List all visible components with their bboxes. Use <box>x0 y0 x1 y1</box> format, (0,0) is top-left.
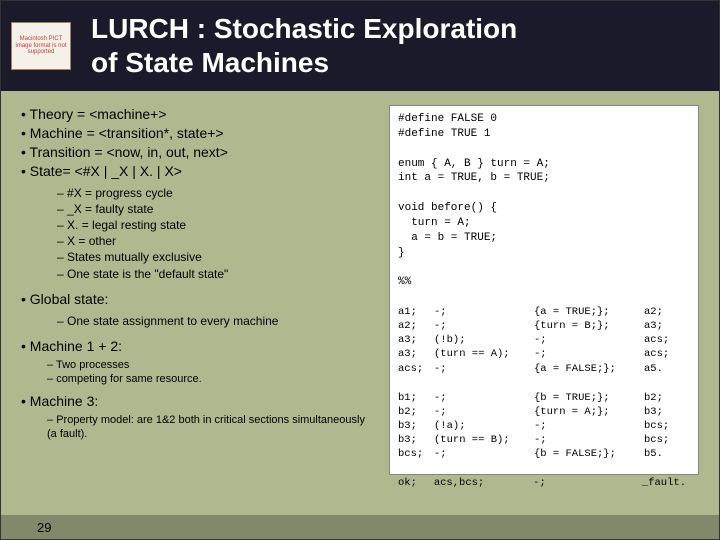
code-row: a3;(turn == A);-;acs; <box>398 347 690 361</box>
theory-item: State= <#X | _X | X. | X> <box>17 162 377 181</box>
code-row: b3;(!a);-;bcs; <box>398 419 690 433</box>
code-cell: b3; <box>644 405 690 419</box>
code-cell: -; <box>534 419 644 433</box>
sub-item: One state is the "default state" <box>57 266 377 282</box>
code-cell: b1; <box>398 391 434 405</box>
code-cell: (turn == A); <box>434 347 534 361</box>
code-cell: -; <box>534 433 644 447</box>
code-cell: -; <box>434 305 534 319</box>
code-row: a1;-;{a = TRUE;};a2; <box>398 305 690 319</box>
theory-item: Machine = <transition*, state+> <box>17 124 377 143</box>
sub-item: competing for same resource. <box>47 372 377 386</box>
code-table-a: a1;-;{a = TRUE;};a2;a2;-;{turn = B;};a3;… <box>398 305 690 376</box>
machine12-sublist: Two processes competing for same resourc… <box>47 358 377 387</box>
code-cell: -; <box>533 476 642 490</box>
code-cell: a3; <box>398 347 434 361</box>
title-line2: of State Machines <box>91 47 329 78</box>
code-cell: a5. <box>644 362 690 376</box>
code-cell: (!b); <box>434 333 534 347</box>
code-cell: {a = TRUE;}; <box>534 305 644 319</box>
code-row: b1;-;{b = TRUE;};b2; <box>398 391 690 405</box>
title-bar: Macintosh PICT image format is not suppo… <box>1 1 719 91</box>
code-cell: ok; <box>398 476 434 490</box>
code-cell: -; <box>534 347 644 361</box>
code-cell: -; <box>534 333 644 347</box>
code-cell: b3; <box>398 419 434 433</box>
theory-list: Theory = <machine+> Machine = <transitio… <box>17 105 377 181</box>
slide: Macintosh PICT image format is not suppo… <box>0 0 720 540</box>
sub-item: One state assignment to every machine <box>57 313 377 329</box>
code-cell: b2; <box>644 391 690 405</box>
state-sublist: #X = progress cycle _X = faulty state X.… <box>57 185 377 282</box>
code-row: bcs;-;{b = FALSE;};b5. <box>398 447 690 461</box>
code-row: a3;(!b);-;acs; <box>398 333 690 347</box>
logo-placeholder: Macintosh PICT image format is not suppo… <box>11 22 71 70</box>
code-cell: acs; <box>644 333 690 347</box>
code-cell: {a = FALSE;}; <box>534 362 644 376</box>
title-line1: LURCH : Stochastic Exploration <box>91 13 517 44</box>
code-cell: -; <box>434 362 534 376</box>
code-row: ok;acs,bcs;-;_fault. <box>398 476 690 490</box>
sub-item: X. = legal resting state <box>57 217 377 233</box>
code-cell: (turn == B); <box>434 433 534 447</box>
code-row: a2;-;{turn = B;};a3; <box>398 319 690 333</box>
code-cell: acs; <box>398 362 434 376</box>
code-cell: a2; <box>644 305 690 319</box>
code-cell: acs,bcs; <box>434 476 533 490</box>
code-cell: -; <box>434 319 534 333</box>
code-row: b3;(turn == B);-;bcs; <box>398 433 690 447</box>
code-cell: {b = TRUE;}; <box>534 391 644 405</box>
code-cell: acs; <box>644 347 690 361</box>
sub-item: Two processes <box>47 358 377 372</box>
code-cell: bcs; <box>398 447 434 461</box>
code-cell: -; <box>434 391 534 405</box>
code-panel: #define FALSE 0 #define TRUE 1 enum { A,… <box>389 105 699 475</box>
sub-item: _X = faulty state <box>57 201 377 217</box>
code-cell: b2; <box>398 405 434 419</box>
code-cell: b5. <box>644 447 690 461</box>
sub-item: X = other <box>57 233 377 249</box>
slide-title: LURCH : Stochastic Exploration of State … <box>91 12 517 79</box>
code-cell: -; <box>434 405 534 419</box>
machine-item: Machine 3: <box>17 392 377 411</box>
code-enum: enum { A, B } turn = A; int a = TRUE, b … <box>398 157 690 187</box>
code-cell: {b = FALSE;}; <box>534 447 644 461</box>
code-cell: _fault. <box>642 476 690 490</box>
code-cell: a3; <box>398 333 434 347</box>
code-cell: (!a); <box>434 419 534 433</box>
left-column: Theory = <machine+> Machine = <transitio… <box>17 105 377 511</box>
sub-item: #X = progress cycle <box>57 185 377 201</box>
theory-item: Transition = <now, in, out, next> <box>17 143 377 162</box>
slide-body: Theory = <machine+> Machine = <transitio… <box>1 91 719 511</box>
machine-item: Machine 1 + 2: <box>17 337 377 356</box>
sub-item: Property model: are 1&2 both in critical… <box>47 413 377 442</box>
code-cell: {turn = A;}; <box>534 405 644 419</box>
machine-list: Machine 1 + 2: <box>17 337 377 356</box>
code-cell: a2; <box>398 319 434 333</box>
code-cell: a3; <box>644 319 690 333</box>
code-cell: b3; <box>398 433 434 447</box>
theory-item: Theory = <machine+> <box>17 105 377 124</box>
code-table-b: b1;-;{b = TRUE;};b2;b2;-;{turn = A;};b3;… <box>398 391 690 462</box>
code-cell: -; <box>434 447 534 461</box>
code-before: void before() { turn = A; a = b = TRUE; … <box>398 201 690 260</box>
code-defines: #define FALSE 0 #define TRUE 1 <box>398 112 690 142</box>
code-cell: bcs; <box>644 419 690 433</box>
code-cell: bcs; <box>644 433 690 447</box>
code-table-ok: ok;acs,bcs;-;_fault. <box>398 476 690 490</box>
footer: 29 <box>1 515 719 539</box>
global-sublist: One state assignment to every machine <box>57 313 377 329</box>
global-item: Global state: <box>17 290 377 309</box>
machine3-sublist: Property model: are 1&2 both in critical… <box>47 413 377 442</box>
code-cell: a1; <box>398 305 434 319</box>
sub-item: States mutually exclusive <box>57 249 377 265</box>
code-sep: %% <box>398 275 690 290</box>
code-row: b2;-;{turn = A;};b3; <box>398 405 690 419</box>
page-number: 29 <box>37 520 51 535</box>
global-list: Global state: <box>17 290 377 309</box>
code-row: acs;-;{a = FALSE;};a5. <box>398 362 690 376</box>
code-cell: {turn = B;}; <box>534 319 644 333</box>
machine3-list: Machine 3: <box>17 392 377 411</box>
